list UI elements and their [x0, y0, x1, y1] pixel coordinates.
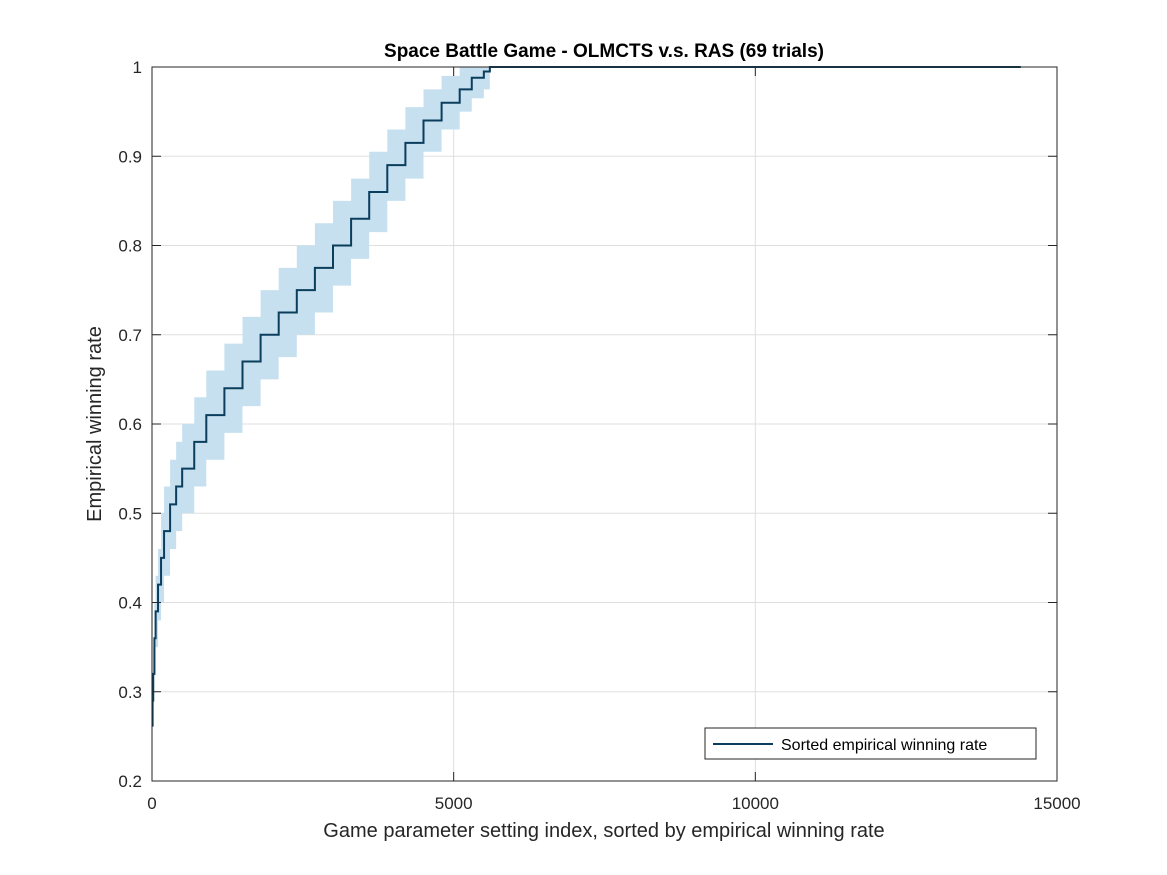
- series-lines: [151, 66, 1021, 727]
- y-tick-label: 0.3: [118, 683, 142, 702]
- x-axis-label: Game parameter setting index, sorted by …: [323, 820, 884, 842]
- series-line: [151, 66, 1021, 727]
- y-tick-label: 0.8: [118, 237, 142, 256]
- y-tick-label: 0.6: [118, 415, 142, 434]
- y-tick-label: 0.9: [118, 147, 142, 166]
- x-tick-label: 5000: [435, 794, 473, 813]
- chart-title: Space Battle Game - OLMCTS v.s. RAS (69 …: [384, 41, 824, 62]
- y-tick-label: 0.5: [118, 504, 142, 523]
- y-tick-label: 0.4: [118, 594, 142, 613]
- tick-marks: [151, 66, 1058, 782]
- y-tick-label: 1: [133, 58, 142, 77]
- confidence-band-group: [152, 67, 490, 726]
- legend: Sorted empirical winning rate: [704, 727, 1037, 760]
- y-tick-label: 0.2: [118, 772, 142, 791]
- y-tick-label: 0.7: [118, 326, 142, 345]
- confidence-band: [152, 67, 490, 726]
- y-tick-labels: 0.2 0.3 0.4 0.5 0.6 0.7 0.8 0.9 1: [118, 58, 142, 791]
- x-tick-label: 10000: [732, 794, 779, 813]
- legend-entry-label: Sorted empirical winning rate: [781, 737, 987, 754]
- y-axis-label: Empirical winning rate: [84, 326, 106, 522]
- x-tick-labels: 0 5000 10000 15000: [147, 794, 1080, 813]
- x-tick-label: 0: [147, 794, 156, 813]
- x-tick-label: 15000: [1033, 794, 1080, 813]
